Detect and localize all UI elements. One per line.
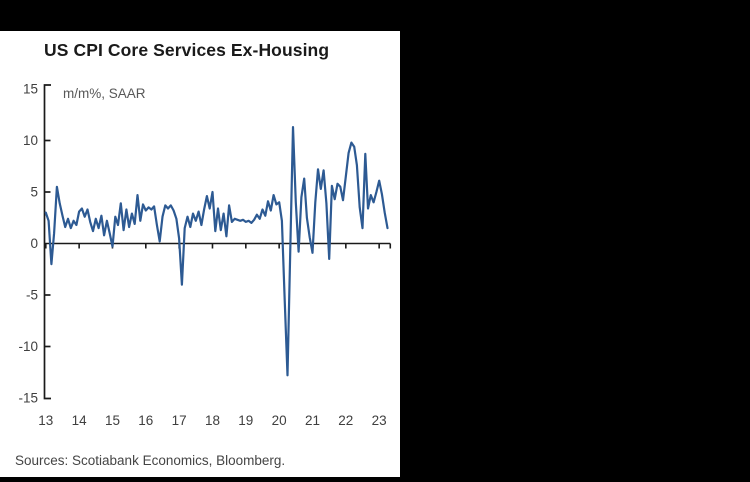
x-axis-tick-label: 23 xyxy=(372,413,387,428)
y-axis-tick-label: 10 xyxy=(23,133,38,148)
x-axis-tick-label: 13 xyxy=(38,413,53,428)
x-axis-tick-label: 22 xyxy=(338,413,353,428)
y-axis-tick-label: 15 xyxy=(23,82,38,97)
x-axis-tick-label: 17 xyxy=(172,413,187,428)
sources-note: Sources: Scotiabank Economics, Bloomberg… xyxy=(15,453,286,468)
y-axis-tick-label: -5 xyxy=(26,288,38,303)
x-axis-tick-label: 15 xyxy=(105,413,120,428)
x-axis-tick-label: 20 xyxy=(272,413,287,428)
x-axis-tick-label: 16 xyxy=(138,413,153,428)
x-axis-tick-label: 18 xyxy=(205,413,220,428)
x-axis-tick-label: 21 xyxy=(305,413,320,428)
y-axis-tick-label: -10 xyxy=(18,339,38,354)
cpi-core-services-line xyxy=(44,125,389,377)
chart-panel: US CPI Core Services Ex-Housing m/m%, SA… xyxy=(0,31,400,477)
x-axis-tick-label: 19 xyxy=(238,413,253,428)
y-axis-tick-label: 0 xyxy=(30,236,38,251)
y-axis-tick-label: 5 xyxy=(30,185,38,200)
y-axis-unit-label: m/m%, SAAR xyxy=(63,86,146,101)
x-axis-tick-label: 14 xyxy=(72,413,88,428)
y-axis-line xyxy=(43,84,51,400)
chart-title: US CPI Core Services Ex-Housing xyxy=(44,40,330,60)
y-axis-tick-label: -15 xyxy=(18,391,38,406)
